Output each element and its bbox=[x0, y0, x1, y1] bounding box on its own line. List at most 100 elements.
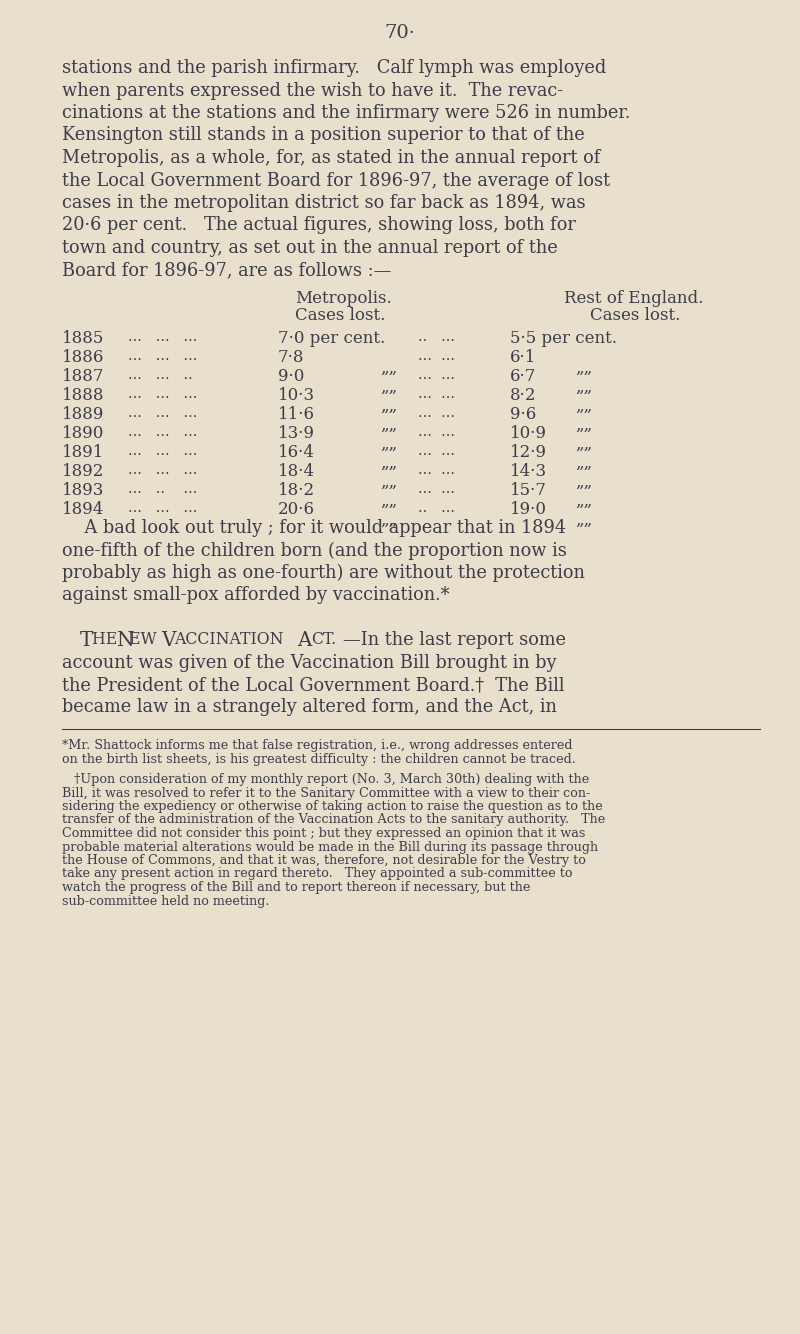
Text: 7·0 per cent.: 7·0 per cent. bbox=[278, 329, 386, 347]
Text: V: V bbox=[161, 631, 175, 650]
Text: Committee did not consider this point ; but they expressed an opinion that it wa: Committee did not consider this point ; … bbox=[62, 827, 586, 840]
Text: ...   ...   ...: ... ... ... bbox=[128, 387, 198, 402]
Text: „„: „„ bbox=[380, 474, 398, 491]
Text: Metropolis.: Metropolis. bbox=[295, 289, 392, 307]
Text: 1892: 1892 bbox=[62, 463, 104, 480]
Text: ...   ...   ...: ... ... ... bbox=[128, 350, 198, 363]
Text: EW: EW bbox=[129, 631, 162, 648]
Text: Board for 1896-97, are as follows :—: Board for 1896-97, are as follows :— bbox=[62, 261, 391, 280]
Text: ...  ...: ... ... bbox=[418, 463, 455, 478]
Text: ...   ...   ...: ... ... ... bbox=[128, 502, 198, 515]
Text: ..   ...: .. ... bbox=[418, 502, 455, 515]
Text: probably as high as one-fourth) are without the protection: probably as high as one-fourth) are with… bbox=[62, 564, 585, 582]
Text: the House of Commons, and that it was, therefore, not desirable for the Vestry t: the House of Commons, and that it was, t… bbox=[62, 854, 586, 867]
Text: watch the progress of the Bill and to report thereon if necessary, but the: watch the progress of the Bill and to re… bbox=[62, 880, 530, 894]
Text: „„: „„ bbox=[380, 359, 398, 376]
Text: cases in the metropolitan district so far back as 1894, was: cases in the metropolitan district so fa… bbox=[62, 193, 586, 212]
Text: „„: „„ bbox=[575, 359, 592, 376]
Text: ...  ...: ... ... bbox=[418, 482, 455, 496]
Text: „„: „„ bbox=[380, 379, 398, 395]
Text: 8·2: 8·2 bbox=[510, 387, 537, 404]
Text: Bill, it was resolved to refer it to the Sanitary Committee with a view to their: Bill, it was resolved to refer it to the… bbox=[62, 787, 590, 799]
Text: *Mr. Shattock informs me that false registration, i.e., wrong addresses entered: *Mr. Shattock informs me that false regi… bbox=[62, 739, 573, 752]
Text: the Local Government Board for 1896-97, the average of lost: the Local Government Board for 1896-97, … bbox=[62, 172, 610, 189]
Text: 14·3: 14·3 bbox=[510, 463, 547, 480]
Text: 1891: 1891 bbox=[62, 444, 104, 462]
Text: cinations at the stations and the infirmary were 526 in number.: cinations at the stations and the infirm… bbox=[62, 104, 630, 121]
Text: one-fifth of the children born (and the proportion now is: one-fifth of the children born (and the … bbox=[62, 542, 567, 560]
Text: HE: HE bbox=[92, 631, 122, 648]
Text: on the birth list sheets, is his greatest difficulty : the children cannot be tr: on the birth list sheets, is his greates… bbox=[62, 752, 576, 766]
Text: A: A bbox=[297, 631, 311, 650]
Text: 15·7: 15·7 bbox=[510, 482, 547, 499]
Text: take any present action in regard thereto.   They appointed a sub-committee to: take any present action in regard theret… bbox=[62, 867, 573, 880]
Text: „„: „„ bbox=[380, 455, 398, 471]
Text: „„: „„ bbox=[380, 416, 398, 434]
Text: ...   ...   ...: ... ... ... bbox=[128, 444, 198, 458]
Text: ...   ...   ...: ... ... ... bbox=[128, 426, 198, 439]
Text: ACCINATION: ACCINATION bbox=[174, 631, 289, 648]
Text: A bad look out truly ; for it would appear that in 1894: A bad look out truly ; for it would appe… bbox=[62, 519, 566, 538]
Text: †Upon consideration of my monthly report (No. 3, March 30th) dealing with the: †Upon consideration of my monthly report… bbox=[62, 772, 590, 786]
Text: ...   ...   ...: ... ... ... bbox=[128, 463, 198, 478]
Text: 9·0: 9·0 bbox=[278, 368, 304, 386]
Text: ...  ...: ... ... bbox=[418, 444, 455, 458]
Text: sub-committee held no meeting.: sub-committee held no meeting. bbox=[62, 895, 270, 907]
Text: „„: „„ bbox=[575, 435, 592, 452]
Text: sidering the expediency or otherwise of taking action to raise the question as t: sidering the expediency or otherwise of … bbox=[62, 800, 602, 812]
Text: account was given of the Vaccination Bill brought in by: account was given of the Vaccination Bil… bbox=[62, 654, 557, 671]
Text: Rest of England.: Rest of England. bbox=[564, 289, 703, 307]
Text: 1894: 1894 bbox=[62, 502, 104, 518]
Text: 12·9: 12·9 bbox=[510, 444, 547, 462]
Text: „„: „„ bbox=[380, 398, 398, 415]
Text: ...  ...: ... ... bbox=[418, 368, 455, 382]
Text: 70·: 70· bbox=[385, 24, 415, 41]
Text: ...  ...: ... ... bbox=[418, 350, 455, 363]
Text: „„: „„ bbox=[380, 492, 398, 510]
Text: ...   ...   ...: ... ... ... bbox=[128, 406, 198, 420]
Text: 9·6: 9·6 bbox=[510, 406, 536, 423]
Text: 6·7: 6·7 bbox=[510, 368, 536, 386]
Text: stations and the parish infirmary.   Calf lymph was employed: stations and the parish infirmary. Calf … bbox=[62, 59, 606, 77]
Text: „„: „„ bbox=[575, 474, 592, 491]
Text: 7·8: 7·8 bbox=[278, 350, 305, 366]
Text: Kensington still stands in a position superior to that of the: Kensington still stands in a position su… bbox=[62, 127, 585, 144]
Text: 1888: 1888 bbox=[62, 387, 105, 404]
Text: Cases lost.: Cases lost. bbox=[590, 307, 680, 324]
Text: T: T bbox=[80, 631, 94, 650]
Text: 1886: 1886 bbox=[62, 350, 104, 366]
Text: ...  ...: ... ... bbox=[418, 426, 455, 439]
Text: 11·6: 11·6 bbox=[278, 406, 315, 423]
Text: ..   ...: .. ... bbox=[418, 329, 455, 344]
Text: N: N bbox=[117, 631, 134, 650]
Text: CT.: CT. bbox=[311, 631, 336, 648]
Text: „„: „„ bbox=[380, 511, 398, 528]
Text: 1887: 1887 bbox=[62, 368, 105, 386]
Text: „„: „„ bbox=[575, 398, 592, 415]
Text: the President of the Local Government Board.†  The Bill: the President of the Local Government Bo… bbox=[62, 676, 565, 694]
Text: ...   ...   ...: ... ... ... bbox=[128, 329, 198, 344]
Text: 1890: 1890 bbox=[62, 426, 104, 442]
Text: town and country, as set out in the annual report of the: town and country, as set out in the annu… bbox=[62, 239, 558, 257]
Text: 20·6: 20·6 bbox=[278, 502, 315, 518]
Text: 18·2: 18·2 bbox=[278, 482, 315, 499]
Text: ...  ...: ... ... bbox=[418, 387, 455, 402]
Text: —In the last report some: —In the last report some bbox=[343, 631, 566, 650]
Text: Metropolis, as a whole, for, as stated in the annual report of: Metropolis, as a whole, for, as stated i… bbox=[62, 149, 600, 167]
Text: 19·0: 19·0 bbox=[510, 502, 547, 518]
Text: 10·9: 10·9 bbox=[510, 426, 547, 442]
Text: „„: „„ bbox=[575, 455, 592, 471]
Text: 18·4: 18·4 bbox=[278, 463, 315, 480]
Text: ...   ..    ...: ... .. ... bbox=[128, 482, 198, 496]
Text: 1885: 1885 bbox=[62, 329, 104, 347]
Text: „„: „„ bbox=[575, 492, 592, 510]
Text: ...   ...   ..: ... ... .. bbox=[128, 368, 193, 382]
Text: became law in a strangely altered form, and the Act, in: became law in a strangely altered form, … bbox=[62, 699, 557, 716]
Text: „„: „„ bbox=[575, 379, 592, 395]
Text: 10·3: 10·3 bbox=[278, 387, 315, 404]
Text: „„: „„ bbox=[575, 511, 592, 528]
Text: 13·9: 13·9 bbox=[278, 426, 315, 442]
Text: Cases lost.: Cases lost. bbox=[295, 307, 386, 324]
Text: transfer of the administration of the Vaccination Acts to the sanitary authority: transfer of the administration of the Va… bbox=[62, 814, 606, 827]
Text: 16·4: 16·4 bbox=[278, 444, 315, 462]
